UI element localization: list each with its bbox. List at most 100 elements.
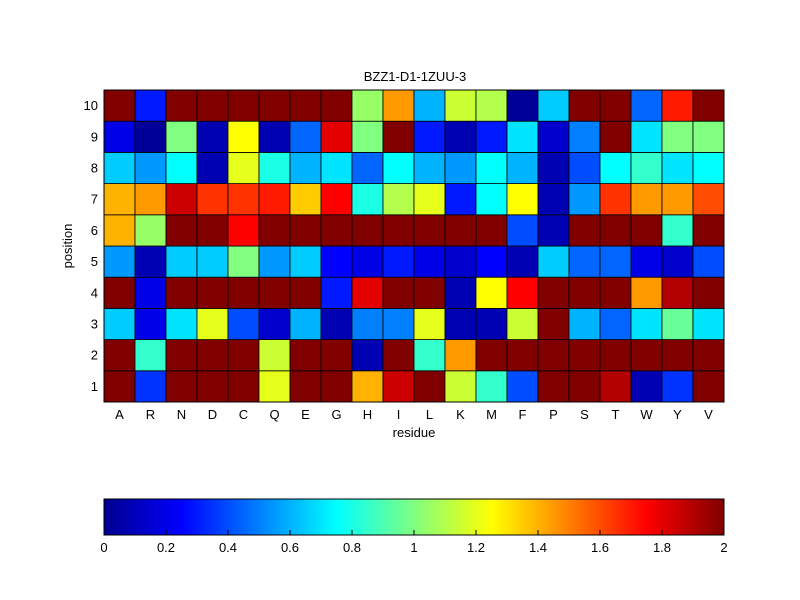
heatmap-cell-E-3 — [289, 307, 322, 340]
x-tick-label: Q — [269, 407, 279, 422]
heatmap-cell-N-2 — [165, 339, 198, 372]
heatmap-cell-L-8 — [413, 151, 446, 184]
heatmap-cell-C-6 — [227, 214, 260, 247]
heatmap-cell-Y-3 — [661, 307, 694, 340]
heatmap-cell-C-1 — [227, 370, 260, 403]
heatmap-cell-E-5 — [289, 245, 322, 278]
heatmap-cell-V-3 — [692, 307, 725, 340]
heatmap-cell-L-10 — [413, 89, 446, 122]
heatmap-cell-D-3 — [196, 307, 229, 340]
colorbar — [103, 498, 725, 536]
heatmap-cell-W-6 — [630, 214, 663, 247]
heatmap-cell-W-1 — [630, 370, 663, 403]
heatmap-cell-N-6 — [165, 214, 198, 247]
heatmap-cell-T-10 — [599, 89, 632, 122]
heatmap-cell-L-2 — [413, 339, 446, 372]
heatmap-cell-H-3 — [351, 307, 384, 340]
colorbar-tick-label: 1.6 — [591, 540, 609, 555]
y-tick-label: 2 — [91, 348, 98, 363]
colorbar-tick-label: 1 — [410, 540, 417, 555]
heatmap-cell-M-8 — [475, 151, 508, 184]
x-tick-label: H — [363, 407, 372, 422]
heatmap-cell-K-1 — [444, 370, 477, 403]
heatmap-cell-I-10 — [382, 89, 415, 122]
heatmap-cell-A-5 — [103, 245, 136, 278]
heatmap-cell-V-5 — [692, 245, 725, 278]
heatmap-cell-Y-4 — [661, 276, 694, 309]
heatmap-cell-P-1 — [537, 370, 570, 403]
heatmap-cell-M-7 — [475, 183, 508, 216]
chart-title: BZZ1-D1-1ZUU-3 — [364, 69, 467, 84]
heatmap-cell-M-10 — [475, 89, 508, 122]
x-tick-label: T — [612, 407, 620, 422]
colorbar-tick-label: 1.8 — [653, 540, 671, 555]
heatmap-cell-K-4 — [444, 276, 477, 309]
heatmap-cell-L-7 — [413, 183, 446, 216]
heatmap-cell-F-6 — [506, 214, 539, 247]
x-tick-label: M — [486, 407, 497, 422]
heatmap-cell-G-9 — [320, 120, 353, 153]
heatmap-cell-A-9 — [103, 120, 136, 153]
heatmap-cell-M-1 — [475, 370, 508, 403]
heatmap-cell-Y-8 — [661, 151, 694, 184]
heatmap-cell-N-5 — [165, 245, 198, 278]
heatmap-cell-S-9 — [568, 120, 601, 153]
heatmap-cell-I-2 — [382, 339, 415, 372]
x-tick-label: C — [239, 407, 248, 422]
colorbar-tick-labels: 0 0.2 0.4 0.6 0.8 1 1.2 1.4 1.6 1.8 2 — [100, 530, 728, 555]
colorbar-tick-label: 2 — [720, 540, 727, 555]
heatmap-cell-V-1 — [692, 370, 725, 403]
heatmap-cell-R-4 — [134, 276, 167, 309]
heatmap-cell-W-8 — [630, 151, 663, 184]
heatmap-cell-R-3 — [134, 307, 167, 340]
heatmap-cell-R-5 — [134, 245, 167, 278]
y-tick-label: 9 — [91, 129, 98, 144]
heatmap-cell-S-7 — [568, 183, 601, 216]
heatmap-cell-D-2 — [196, 339, 229, 372]
heatmap-cell-V-6 — [692, 214, 725, 247]
heatmap-cell-V-2 — [692, 339, 725, 372]
heatmap-cell-W-3 — [630, 307, 663, 340]
heatmap-cell-N-1 — [165, 370, 198, 403]
x-tick-label: P — [549, 407, 558, 422]
heatmap-cell-V-10 — [692, 89, 725, 122]
heatmap-cell-E-1 — [289, 370, 322, 403]
heatmap-cell-K-9 — [444, 120, 477, 153]
heatmap-cell-M-6 — [475, 214, 508, 247]
heatmap-cell-H-9 — [351, 120, 384, 153]
heatmap-cell-S-3 — [568, 307, 601, 340]
heatmap-cell-Y-9 — [661, 120, 694, 153]
heatmap-cell-T-5 — [599, 245, 632, 278]
heatmap-cell-D-7 — [196, 183, 229, 216]
heatmap-cell-R-7 — [134, 183, 167, 216]
heatmap-cell-P-7 — [537, 183, 570, 216]
colorbar-tick-label: 0.2 — [157, 540, 175, 555]
heatmap-cell-Y-2 — [661, 339, 694, 372]
heatmap-cell-M-5 — [475, 245, 508, 278]
plot-frame — [103, 89, 725, 403]
heatmap-cell-C-2 — [227, 339, 260, 372]
heatmap-cell-G-2 — [320, 339, 353, 372]
heatmap-cell-F-7 — [506, 183, 539, 216]
colorbar-tick-label: 0.4 — [219, 540, 237, 555]
heatmap-cell-N-3 — [165, 307, 198, 340]
heatmap-cell-Y-1 — [661, 370, 694, 403]
heatmap-cell-N-10 — [165, 89, 198, 122]
heatmap-cell-M-9 — [475, 120, 508, 153]
heatmap-cell-A-6 — [103, 214, 136, 247]
heatmap-cell-H-6 — [351, 214, 384, 247]
heatmap-cell-R-2 — [134, 339, 167, 372]
y-tick-labels: 1 2 3 4 5 6 7 8 9 10 — [84, 98, 98, 394]
heatmap-cell-H-5 — [351, 245, 384, 278]
heatmap-cell-N-7 — [165, 183, 198, 216]
heatmap-cell-W-2 — [630, 339, 663, 372]
heatmap-cell-M-3 — [475, 307, 508, 340]
heatmap-cell-A-10 — [103, 89, 136, 122]
heatmap-cell-S-4 — [568, 276, 601, 309]
heatmap-cell-P-3 — [537, 307, 570, 340]
heatmap-cell-K-6 — [444, 214, 477, 247]
heatmap-cell-Q-8 — [258, 151, 291, 184]
y-axis-label: position — [60, 224, 75, 269]
heatmap-cell-P-2 — [537, 339, 570, 372]
heatmap-cell-I-3 — [382, 307, 415, 340]
